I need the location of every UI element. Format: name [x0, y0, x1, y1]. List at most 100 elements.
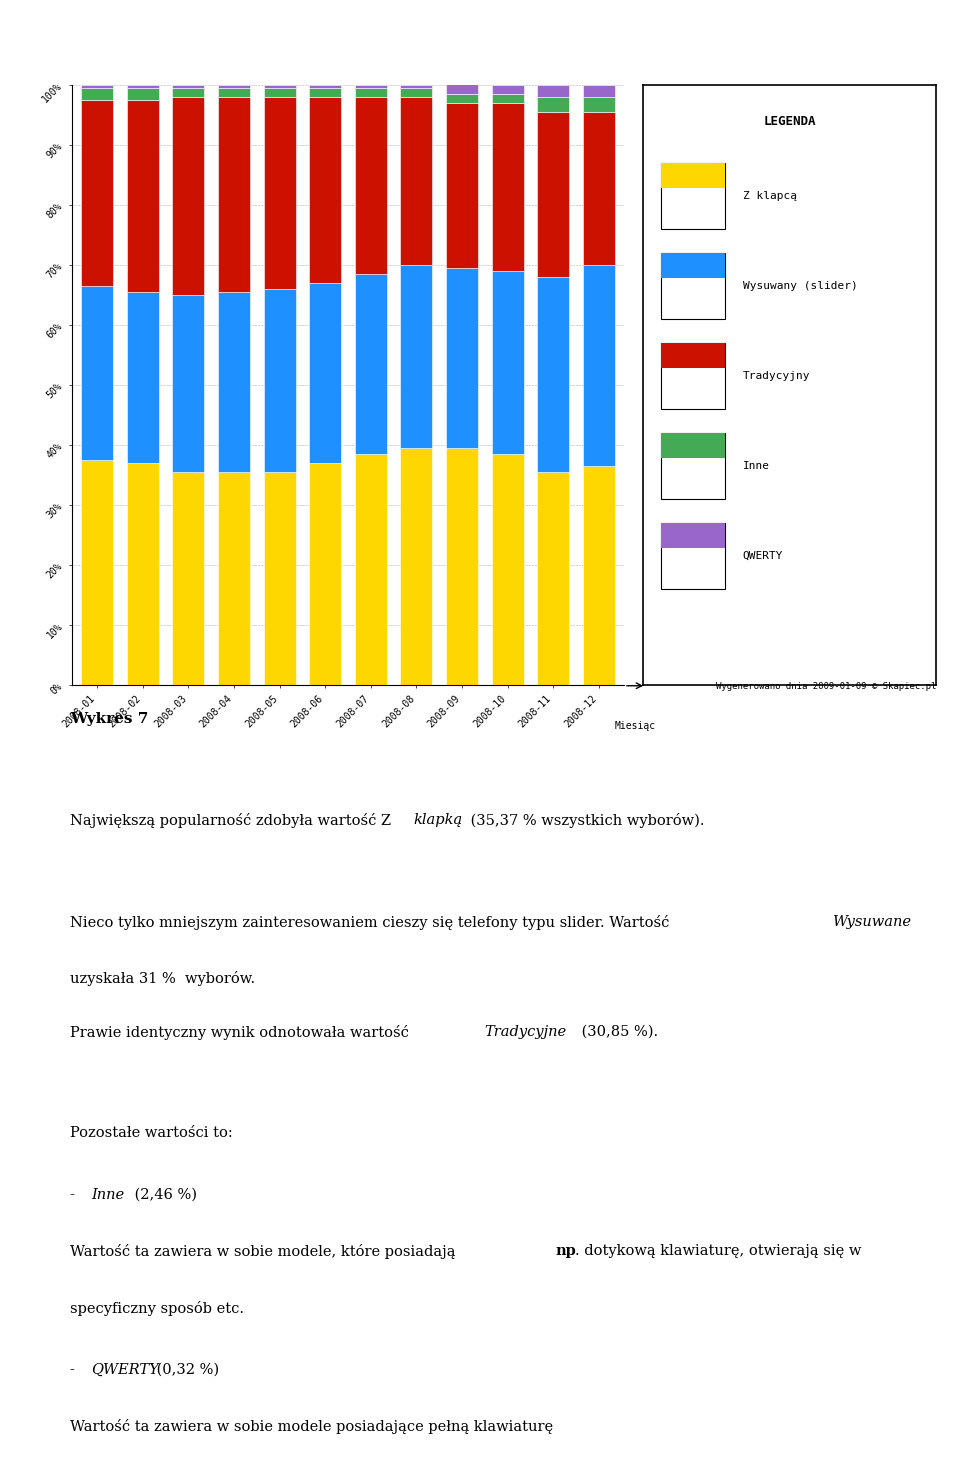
Bar	[660, 433, 725, 498]
Bar	[355, 274, 387, 454]
Text: Wartość ta zawiera w sobie modele posiadające pełną klawiaturę: Wartość ta zawiera w sobie modele posiad…	[70, 1419, 553, 1434]
Text: np: np	[556, 1244, 577, 1259]
Text: Prawie identyczny wynik odnotowała wartość: Prawie identyczny wynik odnotowała warto…	[70, 1025, 414, 1040]
Text: specyficzny sposób etc.: specyficzny sposób etc.	[70, 1301, 244, 1315]
Bar	[492, 454, 523, 685]
Text: Wysuwany (slider): Wysuwany (slider)	[743, 280, 857, 291]
Bar	[309, 283, 341, 463]
Bar	[309, 96, 341, 283]
Bar	[264, 289, 296, 472]
Bar	[583, 111, 614, 264]
Bar	[400, 85, 432, 87]
Bar	[355, 454, 387, 685]
Text: klapką: klapką	[414, 813, 463, 828]
Bar	[446, 93, 478, 102]
Text: QWERTY: QWERTY	[91, 1363, 158, 1376]
Bar	[264, 96, 296, 289]
Text: (0,32 %): (0,32 %)	[152, 1363, 219, 1376]
Bar	[538, 277, 569, 472]
Bar	[218, 87, 250, 96]
Bar	[583, 264, 614, 466]
Text: Wykres 7: Wykres 7	[70, 712, 149, 725]
Bar	[127, 87, 158, 99]
Text: -: -	[70, 1188, 80, 1203]
Bar	[660, 433, 725, 458]
Bar	[82, 286, 113, 460]
Bar	[400, 96, 432, 264]
Bar	[492, 93, 523, 102]
Bar	[446, 268, 478, 448]
Bar	[264, 87, 296, 96]
Text: QWERTY: QWERTY	[743, 552, 783, 561]
Bar	[446, 448, 478, 685]
Bar	[309, 463, 341, 685]
Text: Z klapcą: Z klapcą	[743, 191, 797, 200]
Bar	[400, 87, 432, 96]
Bar	[492, 271, 523, 454]
Bar	[218, 292, 250, 472]
Text: Nieco tylko mniejszym zainteresowaniem cieszy się telefony typu slider. Wartość: Nieco tylko mniejszym zainteresowaniem c…	[70, 915, 674, 930]
Bar	[583, 96, 614, 111]
Bar	[538, 85, 569, 96]
Bar	[355, 85, 387, 87]
Bar	[446, 79, 478, 93]
Bar	[446, 102, 478, 268]
Text: Udział wartości filtru Rodzaj w kategorii Telefony GSM,: Udział wartości filtru Rodzaj w kategori…	[8, 3, 420, 16]
Text: (30,85 %).: (30,85 %).	[577, 1025, 658, 1038]
Text: Inne: Inne	[91, 1188, 124, 1203]
Bar	[660, 163, 725, 228]
Bar	[127, 85, 158, 87]
Bar	[127, 99, 158, 292]
Bar	[309, 87, 341, 96]
Bar	[127, 463, 158, 685]
Text: Inne: Inne	[743, 461, 770, 472]
Bar	[309, 85, 341, 87]
Bar	[218, 85, 250, 87]
Bar	[660, 252, 725, 277]
Text: LEGENDA: LEGENDA	[763, 114, 816, 128]
Bar	[82, 99, 113, 286]
Text: (2,46 %): (2,46 %)	[131, 1188, 198, 1203]
Text: Tradycyjne: Tradycyjne	[485, 1025, 566, 1038]
Bar	[82, 460, 113, 685]
Text: Wygenerowano dnia 2009-01-09 © Skapiec.pl: Wygenerowano dnia 2009-01-09 © Skapiec.p…	[715, 682, 936, 691]
Bar	[173, 96, 204, 295]
Bar	[660, 523, 725, 589]
Bar	[127, 292, 158, 463]
Bar	[660, 252, 725, 319]
Bar	[218, 472, 250, 685]
Bar	[173, 85, 204, 87]
Bar	[660, 343, 725, 409]
Text: Wysuwane: Wysuwane	[832, 915, 911, 928]
Bar	[538, 111, 569, 277]
Bar	[264, 85, 296, 87]
Bar	[660, 343, 725, 368]
Bar	[82, 87, 113, 99]
Bar	[400, 448, 432, 685]
Bar	[264, 472, 296, 685]
Text: . dotykową klawiaturę, otwierają się w: . dotykową klawiaturę, otwierają się w	[575, 1244, 861, 1259]
Bar	[82, 85, 113, 87]
Bar	[583, 85, 614, 96]
Bar	[355, 87, 387, 96]
Text: uzyskała 31 %  wyborów.: uzyskała 31 % wyborów.	[70, 971, 255, 986]
Text: Tradycyjny: Tradycyjny	[743, 371, 810, 381]
Text: Największą popularność zdobyła wartość Z: Największą popularność zdobyła wartość Z	[70, 813, 396, 829]
Bar	[538, 472, 569, 685]
Bar	[660, 163, 725, 188]
Bar	[492, 85, 523, 93]
Bar	[355, 96, 387, 274]
Bar	[660, 523, 725, 549]
Bar	[173, 87, 204, 96]
Bar	[538, 96, 569, 111]
Text: (35,37 % wszystkich wyborów).: (35,37 % wszystkich wyborów).	[467, 813, 705, 829]
Bar	[173, 472, 204, 685]
Bar	[400, 264, 432, 448]
Text: Wartość ta zawiera w sobie modele, które posiadają: Wartość ta zawiera w sobie modele, które…	[70, 1244, 460, 1259]
Bar	[173, 295, 204, 472]
Text: między 2008-01-01 a 2008-12-31: między 2008-01-01 a 2008-12-31	[8, 39, 232, 52]
Bar	[492, 102, 523, 271]
Text: Miesiąc: Miesiąc	[614, 721, 656, 731]
Bar	[218, 96, 250, 292]
Text: -: -	[70, 1363, 80, 1376]
